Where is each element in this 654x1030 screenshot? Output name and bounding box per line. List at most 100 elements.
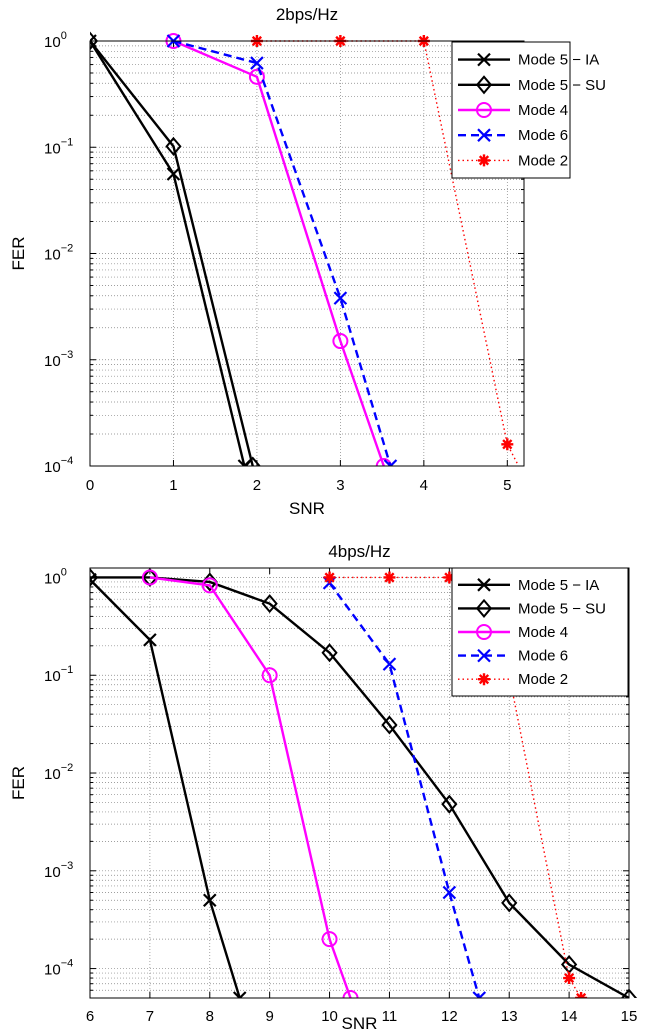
chart-2bps: 0 1 2 3 4 5 100 10−1 10−2 10−3 10−4 2bps/Hz SNR FER Mo… <box>9 5 606 518</box>
data-point <box>472 991 487 998</box>
data-point <box>501 893 518 913</box>
series-line <box>328 582 481 998</box>
x-tick-label: 5 <box>503 477 511 494</box>
legend-marker <box>477 578 491 592</box>
legend-item: Mode 4 <box>458 624 568 641</box>
legend-item: Mode 5 − SU <box>458 75 606 95</box>
legend-item: Mode 5 − IA <box>458 577 599 594</box>
legend-marker <box>477 52 491 67</box>
legend-marker <box>478 673 490 686</box>
series-line <box>90 40 246 466</box>
data-point <box>382 657 397 671</box>
x-tick-label: 0 <box>86 477 94 494</box>
data-point <box>501 438 514 451</box>
x-tick-label: 13 <box>501 1008 518 1025</box>
legend-marker <box>477 648 491 663</box>
series-3 <box>141 569 359 998</box>
legend-item: Mode 5 − IA <box>458 52 599 69</box>
y-tick-label: 100 <box>44 30 67 51</box>
legend-marker <box>478 154 490 167</box>
data-point <box>244 456 261 466</box>
x-tick-label: 7 <box>146 1008 154 1025</box>
x-axis-label: SNR <box>342 1014 378 1030</box>
data-point <box>261 667 278 684</box>
legend-item: Mode 2 <box>458 152 568 169</box>
series-line <box>172 39 385 466</box>
legend-item: Mode 6 <box>458 127 568 144</box>
series-line <box>90 576 630 998</box>
data-point <box>563 972 576 985</box>
x-tick-label: 4 <box>420 477 428 494</box>
data-point <box>333 291 348 305</box>
x-tick-label: 9 <box>265 1008 273 1025</box>
data-point <box>141 569 158 586</box>
x-tick-label: 8 <box>206 1008 214 1025</box>
legend-label: Mode 6 <box>518 127 568 144</box>
y-tick-label: 10−1 <box>44 664 73 685</box>
y-tick-label: 10−3 <box>44 860 73 881</box>
legend-label: Mode 5 − IA <box>518 52 599 69</box>
data-point <box>375 458 392 466</box>
legend-label: Mode 2 <box>518 152 568 169</box>
plot-frame <box>89 40 525 467</box>
data-point <box>143 633 157 647</box>
x-tick-label: 14 <box>561 1008 578 1025</box>
legend-label: Mode 4 <box>518 102 568 119</box>
data-point <box>232 991 247 998</box>
legend-label: Mode 5 − SU <box>518 77 606 94</box>
chart-title: 2bps/Hz <box>276 5 338 24</box>
legend-marker <box>475 75 493 95</box>
legend: Mode 5 − IA Mode 5 − SU Mode 4 Mode 6 Mode 2 <box>451 41 606 179</box>
legend-label: Mode 2 <box>518 671 568 688</box>
data-point <box>323 571 336 584</box>
legend-label: Mode 6 <box>518 648 568 665</box>
legend-item: Mode 5 − SU <box>458 598 606 618</box>
series-line <box>173 39 392 466</box>
legend-item: Mode 6 <box>458 648 568 665</box>
data-point <box>250 56 264 70</box>
data-point <box>261 594 278 614</box>
data-point <box>442 885 457 900</box>
legend-marker <box>476 624 492 640</box>
legend-marker <box>477 128 491 142</box>
x-tick-label: 10 <box>321 1008 338 1025</box>
x-tick-label: 15 <box>621 1008 638 1025</box>
series-line <box>90 578 241 998</box>
y-tick-label: 10−4 <box>44 958 73 979</box>
data-point <box>620 988 638 998</box>
data-point <box>383 571 396 584</box>
data-point <box>443 571 456 584</box>
data-point <box>166 167 181 181</box>
y-tick-label: 10−2 <box>44 243 73 264</box>
data-point <box>321 931 338 948</box>
x-tick-label: 11 <box>382 1008 398 1025</box>
y-tick-label: 10−3 <box>44 349 73 370</box>
legend-item: Mode 2 <box>458 671 568 688</box>
data-point <box>332 333 349 350</box>
legend: Mode 5 − IA Mode 5 − SU Mode 4 Mode 6 Mode 2 <box>451 567 629 697</box>
series-line <box>329 576 582 998</box>
y-axis-label: FER <box>9 766 28 800</box>
legend-item: Mode 4 <box>458 102 568 119</box>
plot-frame <box>89 567 630 999</box>
series-group <box>90 567 638 998</box>
data-point <box>203 893 217 908</box>
data-point <box>248 68 265 85</box>
y-tick-label: 10−1 <box>44 136 73 157</box>
y-tick-label: 10−2 <box>44 762 73 783</box>
data-point <box>381 715 398 735</box>
x-tick-label: 6 <box>86 1008 94 1025</box>
y-tick-label: 100 <box>44 566 67 587</box>
chart-title: 4bps/Hz <box>328 542 390 561</box>
x-tick-label: 2 <box>253 477 261 494</box>
data-point <box>165 136 182 156</box>
data-point <box>201 577 218 594</box>
x-tick-label: 12 <box>441 1008 458 1025</box>
legend-marker <box>475 598 493 618</box>
series-line <box>149 576 352 998</box>
data-point <box>342 990 359 998</box>
y-axis-label: FER <box>9 237 28 271</box>
data-point <box>441 794 458 814</box>
legend-label: Mode 5 − SU <box>518 600 606 617</box>
